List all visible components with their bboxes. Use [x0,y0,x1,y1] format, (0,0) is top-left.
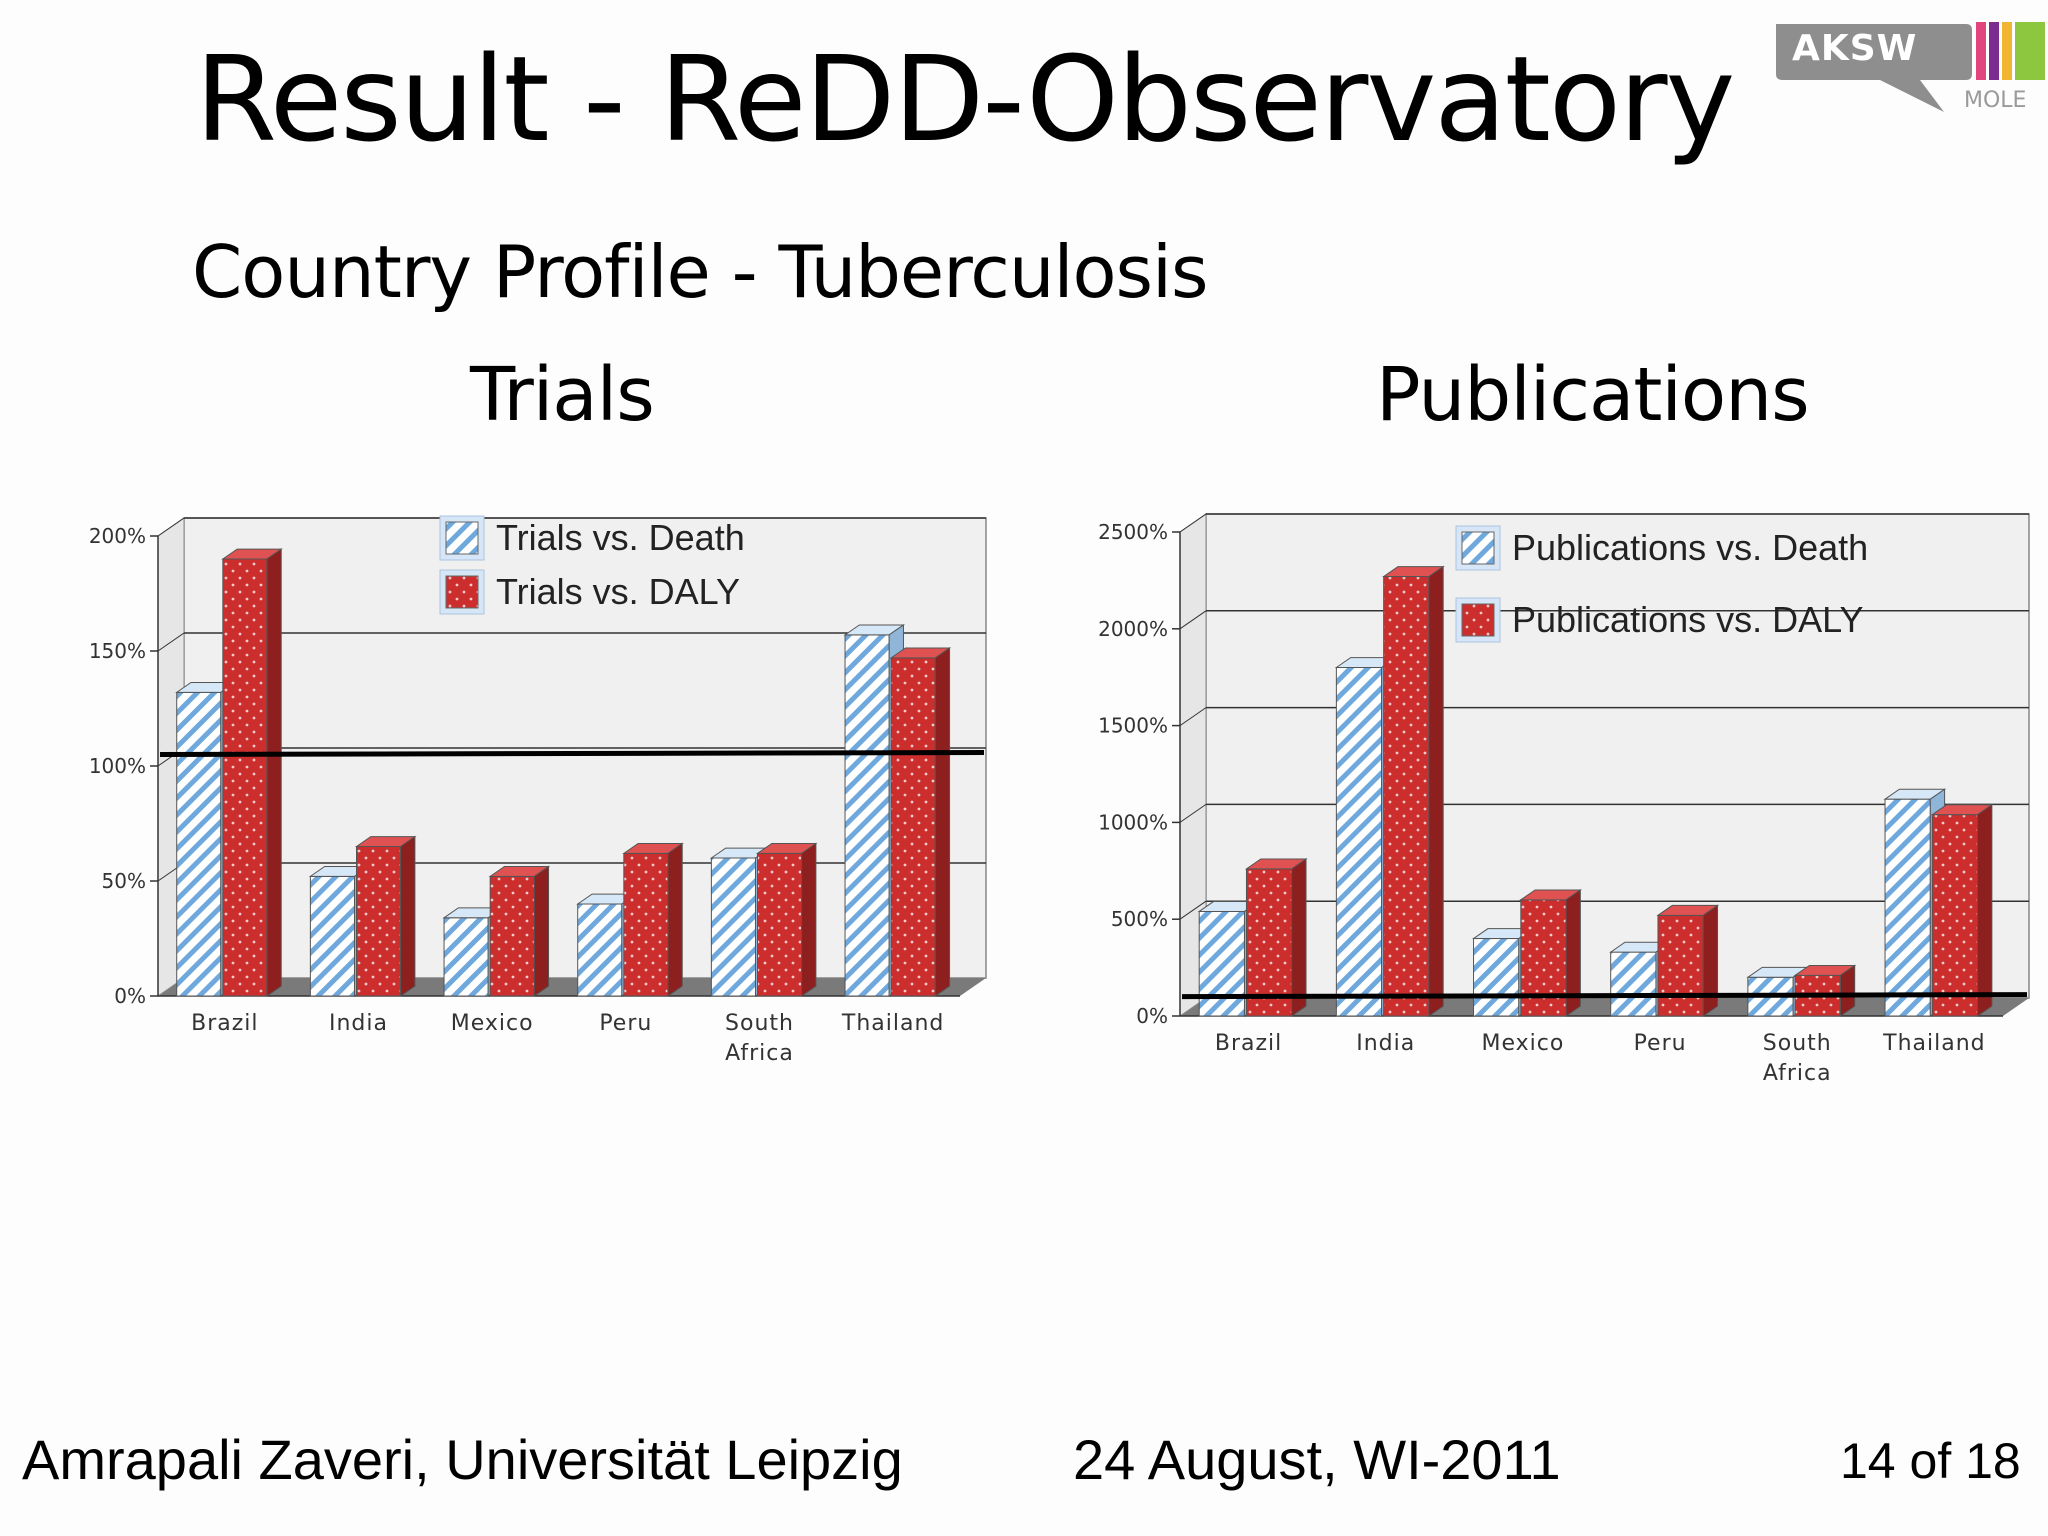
brazil-publications-vs-daly-bar [1244,858,1308,1017]
legend-label-trials-vs-death: Trials vs. Death [496,517,745,558]
x-tick-label-peru: Peru [1634,1031,1687,1056]
y-tick-label: 200% [89,524,146,548]
legend-label-publications-vs-death: Publications vs. Death [1512,527,1868,568]
y-tick-label: 150% [89,639,146,663]
x-tick-label-thailand: Thailand [841,1011,944,1036]
x-tick-label-peru: Peru [599,1011,652,1036]
x-tick-label-mexico: Mexico [451,1011,534,1036]
mexico-trials-vs-daly-bar [488,865,551,997]
slide-subtitle: Country Profile - Tuberculosis [192,230,1209,314]
footer-author: Amrapali Zaveri, Universität Leipzig [22,1428,903,1491]
south-africa-publications-vs-daly-bar [1793,964,1857,1017]
y-tick-label: 0% [1136,1004,1168,1028]
x-tick-label-south-africa: South [725,1011,794,1036]
thailand-trials-vs-daly-bar [889,647,952,997]
india-publications-vs-daly-bar [1382,565,1445,1017]
trials-chart: 0% 50% 100% 150% 200% Brazil India Mexico Peru So… [89,515,987,1066]
thailand-publications-vs-daly-bar [1930,803,1994,1017]
legend-label-trials-vs-daly: Trials vs. DALY [496,571,740,612]
india-trials-vs-daly-bar [354,835,417,997]
chart-heading-trials: Trials [470,352,655,438]
aksw-logo: AKSW MOLE [1770,18,2048,118]
logo-subtext: MOLE [1964,88,2027,113]
gridline-side [1179,610,1207,630]
peru-publications-vs-daly-bar [1656,904,1720,1017]
x-tick-label-thailand: Thailand [1882,1031,1985,1056]
publications-chart: 0% 500% 1000% 1500% 2000% 2500% Brazil India Mex… [1098,513,2030,1086]
y-tick-label: 1000% [1098,810,1168,834]
y-tick-label: 2500% [1098,520,1168,544]
gridline-side [1179,513,1207,533]
chart-legend: Trials vs. Death Trials vs. DALY [439,515,745,615]
x-tick-label-india: India [1356,1031,1415,1056]
x-tick-label-south-africa: Africa [1763,1061,1832,1086]
x-tick-label-india: India [329,1011,388,1036]
x-tick-label-south-africa: South [1763,1031,1832,1056]
slide-title: Result - ReDD-Observatory [195,30,1735,168]
peru-trials-vs-daly-bar [622,842,684,997]
gridline-side [1179,707,1207,727]
chart-legend: Publications vs. Death Publications vs. D… [1455,525,1868,643]
brazil-trials-vs-daly-bar [221,548,283,997]
gridline-side [1179,900,1207,920]
logo-graphic [1776,22,2045,112]
y-tick-label: 1500% [1098,714,1168,738]
x-tick-label-brazil: Brazil [1215,1031,1282,1056]
gridline-side [157,517,185,537]
page-number: 14 of 18 [1840,1433,2021,1489]
reference-line [159,750,985,757]
y-tick-label: 100% [89,754,146,778]
x-tick-label-mexico: Mexico [1482,1031,1565,1056]
reference-line [1181,992,2028,1000]
y-tick-label: 50% [102,869,146,893]
gridline-side [1179,803,1207,823]
gridline-side [157,632,185,652]
footer-date: 24 August, WI-2011 [1073,1428,1561,1491]
legend-label-publications-vs-daly: Publications vs. DALY [1512,599,1864,640]
y-tick-label: 500% [1111,907,1168,931]
y-tick-label: 2000% [1098,617,1168,641]
x-tick-label-brazil: Brazil [191,1011,258,1036]
logo-text: AKSW [1792,28,1918,69]
x-tick-label-south-africa: Africa [725,1041,794,1066]
chart-heading-publications: Publications [1376,352,1810,438]
south-africa-trials-vs-daly-bar [755,842,818,997]
y-tick-label: 0% [114,984,146,1008]
